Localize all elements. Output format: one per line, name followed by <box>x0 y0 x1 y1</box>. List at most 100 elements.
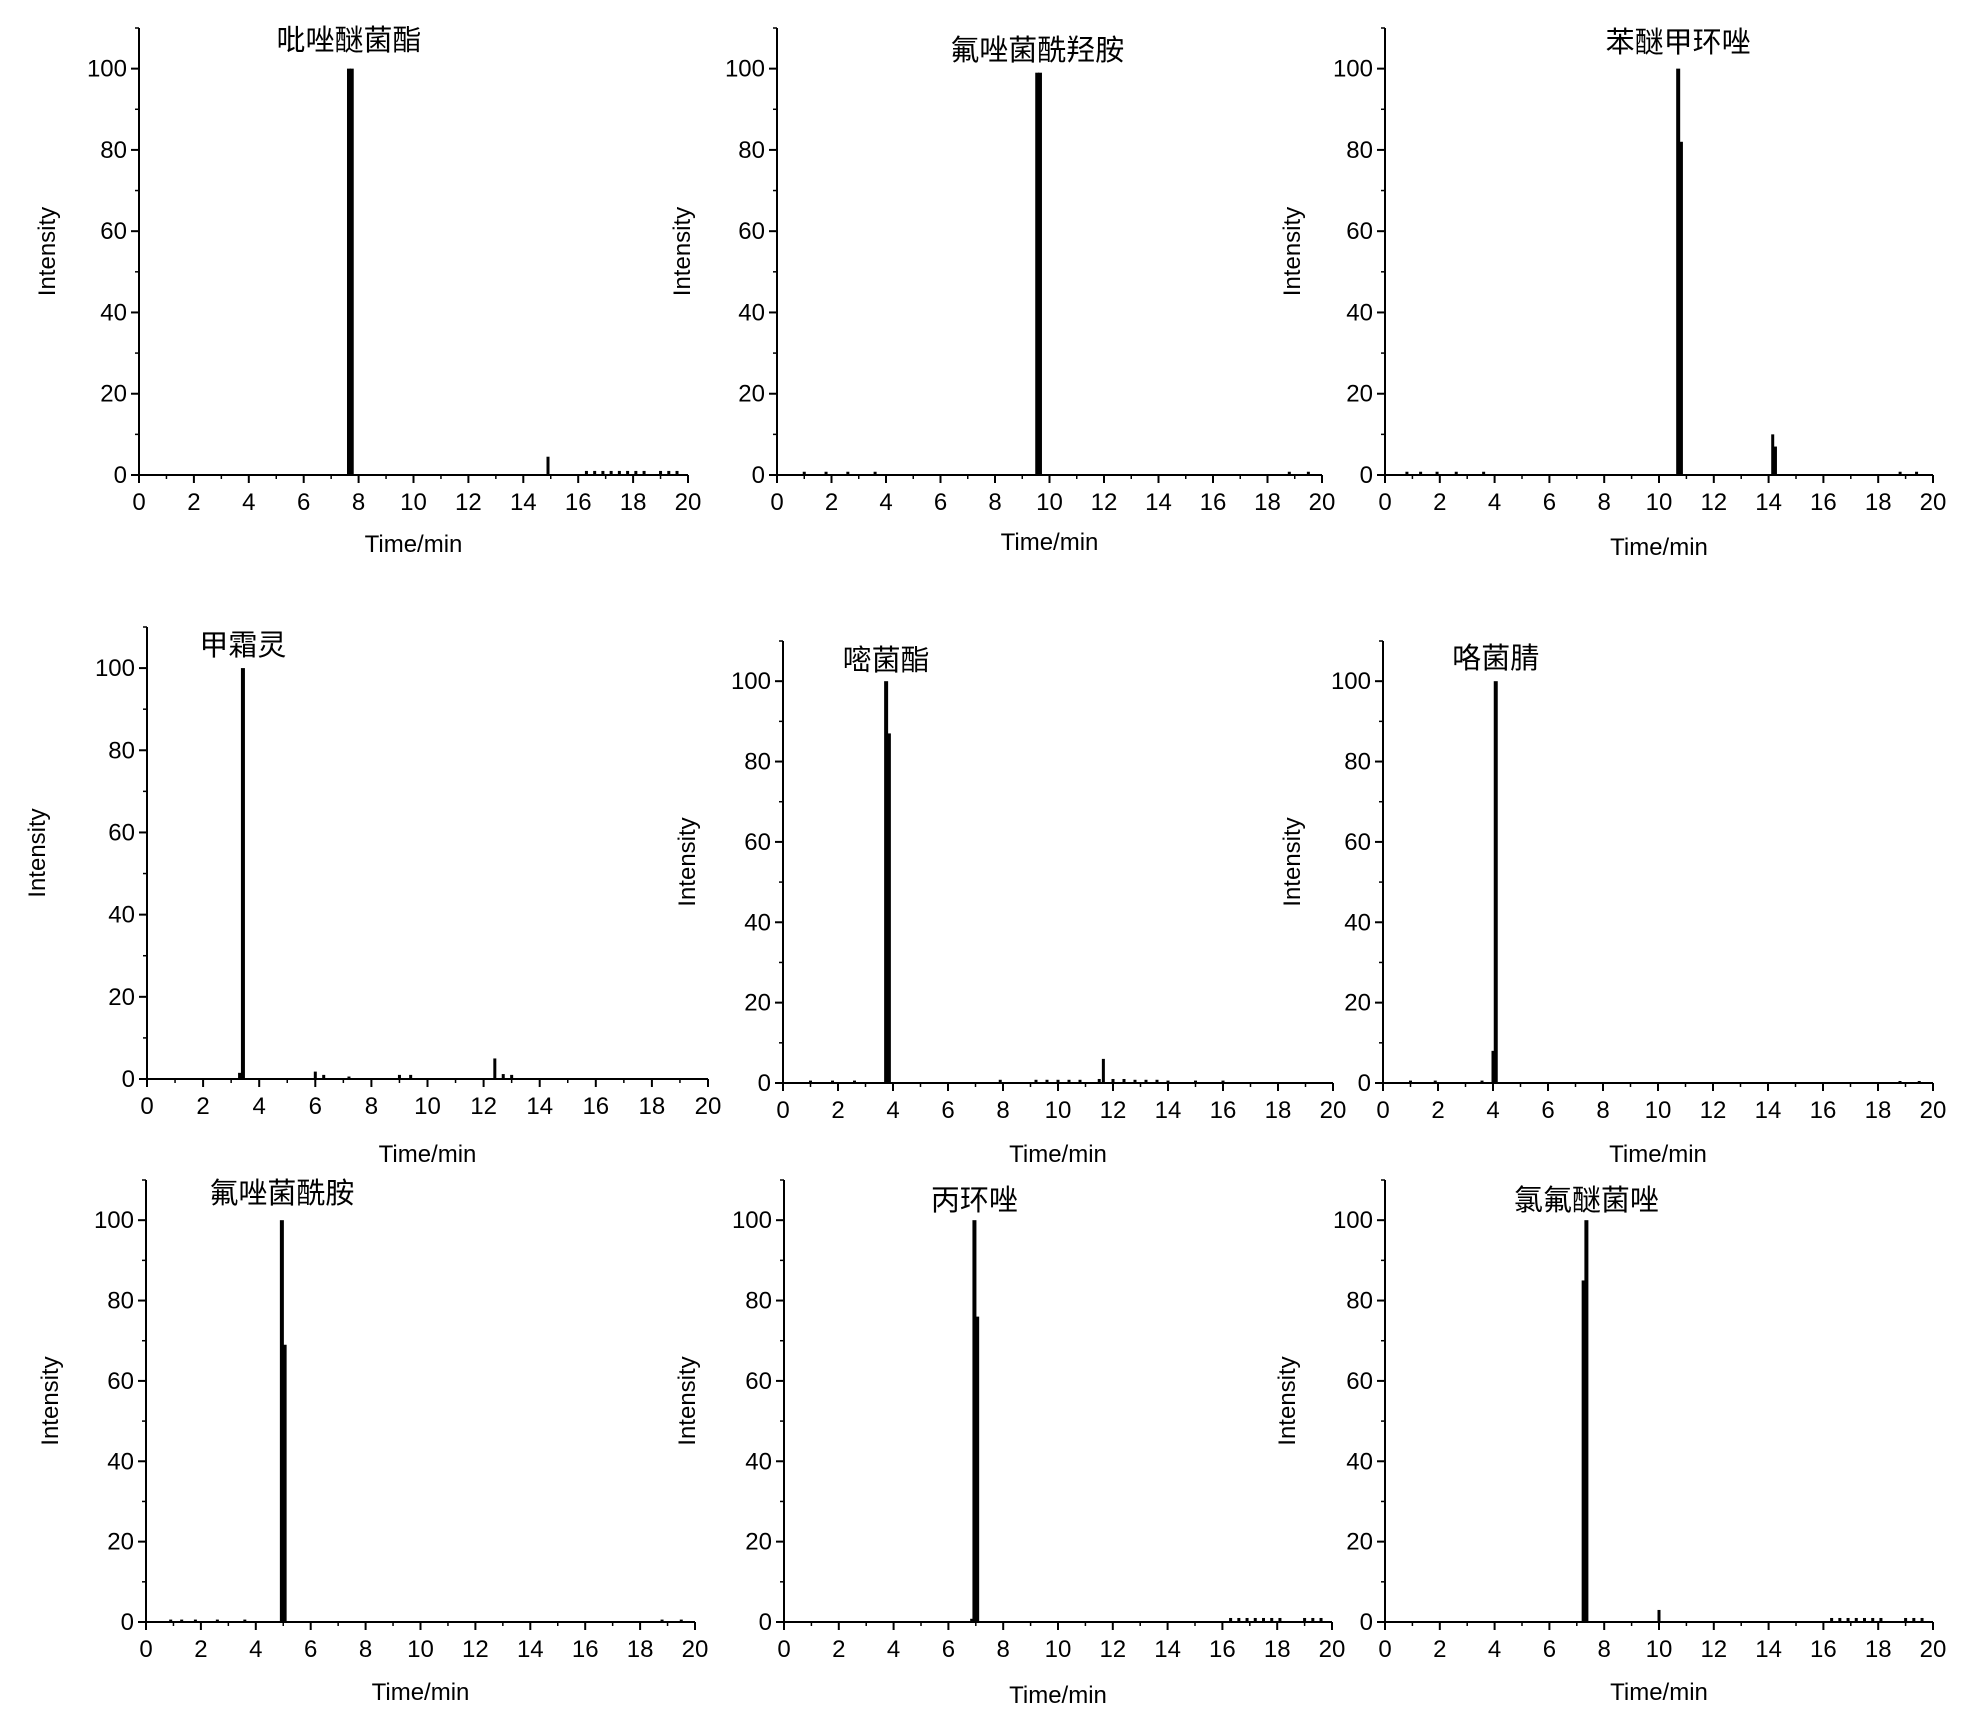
chart-bar <box>1319 1617 1323 1622</box>
chart-title: 嘧菌酯 <box>843 643 930 677</box>
x-tick-label: 6 <box>941 1097 954 1124</box>
chart-bar <box>1122 1078 1126 1083</box>
chart-bar <box>659 470 663 475</box>
x-tick-label: 18 <box>1865 1636 1892 1663</box>
y-tick-label: 60 <box>738 218 765 245</box>
y-axis-label: Intensity <box>674 1356 701 1445</box>
y-tick-label: 100 <box>731 668 771 695</box>
x-tick-label: 0 <box>139 1636 152 1663</box>
x-axis-label: Time/min <box>1610 534 1708 561</box>
x-axis-label: Time/min <box>379 1141 477 1168</box>
y-tick-label: 100 <box>95 655 135 682</box>
x-tick-label: 2 <box>831 1097 844 1124</box>
x-tick-label: 12 <box>1099 1636 1126 1663</box>
chart-bar <box>831 1080 834 1083</box>
chart-bar <box>1045 1079 1049 1083</box>
y-axis-label: Intensity <box>669 207 696 296</box>
y-tick-label: 60 <box>107 1368 134 1395</box>
x-tick-label: 0 <box>132 489 145 516</box>
x-tick-label: 20 <box>1320 1097 1347 1124</box>
x-tick-label: 12 <box>462 1636 489 1663</box>
chart-bar <box>1915 471 1919 475</box>
x-tick-label: 14 <box>1755 1636 1782 1663</box>
chart-bar <box>282 1344 287 1622</box>
chart-bar <box>1838 1617 1842 1622</box>
y-tick-label: 80 <box>100 137 127 164</box>
y-tick-label: 80 <box>108 737 135 764</box>
x-tick-label: 0 <box>1376 1097 1389 1124</box>
x-tick-label: 14 <box>1755 1097 1782 1124</box>
chart-bar <box>853 1080 856 1083</box>
chart-bar <box>1480 1080 1484 1083</box>
x-tick-label: 4 <box>879 489 892 516</box>
x-tick-label: 8 <box>997 1636 1010 1663</box>
chart-bar <box>1879 1617 1883 1622</box>
x-tick-label: 4 <box>1488 1636 1501 1663</box>
x-tick-label: 10 <box>400 489 427 516</box>
y-tick-label: 60 <box>1346 1368 1373 1395</box>
chart-bar <box>972 1220 977 1622</box>
chart-panel-3: 0 2 4 6 8 10 12 14 16 18 20 0 20 40 60 80 100 Time/min Int… <box>1279 25 1946 561</box>
y-tick-label: 100 <box>732 1207 772 1234</box>
chart-bar <box>626 470 630 475</box>
x-tick-label: 0 <box>140 1093 153 1120</box>
y-tick-label: 0 <box>759 1609 772 1636</box>
x-tick-label: 14 <box>1155 1097 1182 1124</box>
x-tick-label: 12 <box>1091 489 1118 516</box>
chart-bar <box>1409 1080 1412 1083</box>
x-tick-label: 2 <box>832 1636 845 1663</box>
x-axis-label: Time/min <box>1609 1141 1707 1168</box>
chart-title: 咯菌腈 <box>1452 641 1539 675</box>
chart-panel-9: 0 2 4 6 8 10 12 14 16 18 20 0 20 40 60 80 100 Time/min Int… <box>1274 1179 1946 1706</box>
y-tick-label: 60 <box>108 819 135 846</box>
y-tick-label: 40 <box>738 299 765 326</box>
y-tick-label: 40 <box>108 902 135 929</box>
chart-bar <box>998 1079 1002 1083</box>
chart-bar <box>675 470 679 475</box>
x-tick-label: 12 <box>455 489 482 516</box>
chart-bar <box>884 681 889 1083</box>
y-tick-label: 80 <box>1346 1288 1373 1315</box>
x-tick-label: 16 <box>1810 1097 1837 1124</box>
chart-bar <box>1678 141 1683 476</box>
x-tick-label: 4 <box>242 489 255 516</box>
x-axis-label: Time/min <box>1001 529 1099 556</box>
chart-bar <box>1034 1079 1038 1083</box>
chart-bar <box>1405 471 1409 475</box>
x-tick-label: 14 <box>1755 489 1782 516</box>
chart-panel-6: 0 2 4 6 8 10 12 14 16 18 20 0 20 40 60 80 100 Time/min Int… <box>1279 640 1946 1168</box>
chart-bar <box>1262 1617 1265 1622</box>
y-tick-label: 0 <box>758 1070 771 1097</box>
chart-bar <box>667 470 671 475</box>
chart-panel-5: 0 2 4 6 8 10 12 14 16 18 20 0 20 40 60 80 100 Time/min Int… <box>674 640 1347 1168</box>
chart-bar <box>1657 1609 1661 1622</box>
x-tick-label: 16 <box>1209 1636 1236 1663</box>
chart-bar <box>238 1072 242 1079</box>
x-tick-label: 12 <box>1700 1636 1727 1663</box>
x-tick-label: 4 <box>253 1093 266 1120</box>
y-tick-label: 20 <box>100 381 127 408</box>
x-tick-label: 14 <box>510 489 537 516</box>
chart-bar <box>1493 681 1498 1083</box>
chart-bar <box>1111 1078 1115 1083</box>
chart-bar <box>1166 1080 1170 1083</box>
chart-bar <box>1871 1617 1875 1622</box>
chart-panel-4: 0 2 4 6 8 10 12 14 16 18 20 0 20 40 60 80 100 Time/min Int… <box>24 626 721 1168</box>
chart-bar <box>584 470 588 475</box>
chart-bar <box>1097 1078 1101 1083</box>
chart-bar <box>593 470 597 475</box>
x-tick-label: 18 <box>1264 1636 1291 1663</box>
y-tick-label: 60 <box>1346 218 1373 245</box>
chart-panel-2: 0 2 4 6 8 10 12 14 16 18 20 0 20 40 60 80 100 Time/min Int… <box>669 27 1335 556</box>
chart-bar <box>824 471 828 475</box>
chart-bar <box>809 1080 812 1083</box>
x-tick-label: 20 <box>675 489 702 516</box>
chart-bar <box>1278 1617 1282 1622</box>
x-tick-label: 8 <box>988 489 1001 516</box>
chart-bar <box>180 1619 184 1622</box>
x-tick-label: 2 <box>187 489 200 516</box>
chart-bar <box>1270 1617 1274 1622</box>
chart-bar <box>802 471 806 475</box>
chart-bar <box>193 1619 197 1622</box>
